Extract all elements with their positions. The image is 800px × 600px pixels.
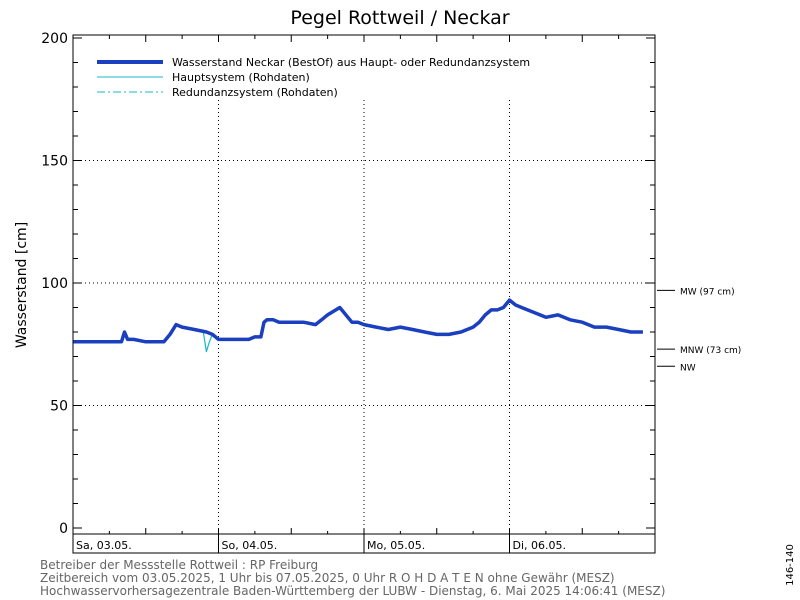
y-tick-labels: 0 50 100 150 200 [41,31,68,537]
legend-label-redundanzsystem: Redundanzsystem (Rohdaten) [172,86,338,99]
y-tick-label: 200 [41,31,68,47]
legend: Wasserstand Neckar (BestOf) aus Haupt- o… [85,52,585,100]
series-line-bestof [73,298,643,344]
reference-level-label: MW (97 cm) [680,287,735,297]
plot-frame [72,34,656,554]
chart-title: Pegel Rottweil / Neckar [290,7,509,29]
legend-background [85,52,585,100]
x-tick-label: Mo, 05.05. [367,539,425,552]
legend-label-bestof: Wasserstand Neckar (BestOf) aus Haupt- o… [172,56,530,69]
x-tick-label: So, 04.05. [222,539,278,552]
footer-time-range: Zeitbereich vom 03.05.2025, 1 Uhr bis 07… [40,571,615,585]
reference-level-label: NW [680,363,696,373]
series-line-hauptsystem [73,299,643,353]
y-tick-label: 50 [50,399,68,415]
grid-lines [73,100,655,553]
footer-source: Hochwasservorhersagezentrale Baden-Württ… [40,584,665,598]
reference-levels: MW (97 cm) MNW (73 cm) NW [657,287,741,373]
axis-ticks [72,35,656,534]
y-axis-label: Wasserstand [cm] [14,222,30,348]
footer-operator: Betreiber der Messstelle Rottweil : RP F… [40,558,318,572]
y-tick-label: 0 [59,521,68,537]
y-tick-label: 150 [41,154,68,170]
y-tick-label: 100 [41,276,68,292]
series-lines [73,298,643,353]
side-code: 146-140 [785,544,796,586]
x-tick-label: Di, 06.05. [513,539,567,552]
x-tick-label: Sa, 03.05. [76,539,132,552]
x-tick-labels: Sa, 03.05. So, 04.05. Mo, 05.05. Di, 06.05. [76,539,566,552]
legend-label-hauptsystem: Hauptsystem (Rohdaten) [172,71,310,84]
reference-level-label: MNW (73 cm) [680,346,741,356]
